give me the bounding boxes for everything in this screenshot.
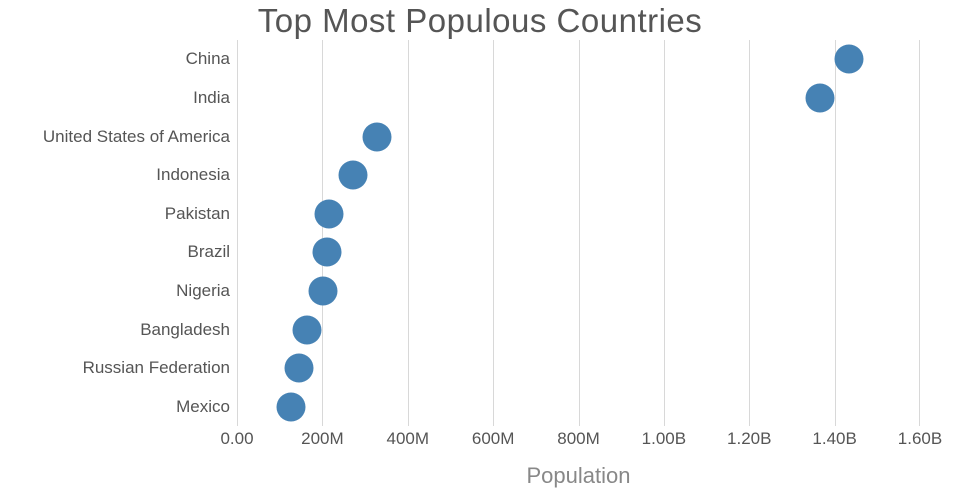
chart-title: Top Most Populous Countries <box>257 2 703 39</box>
x-axis-tick-label: 400M <box>386 429 430 448</box>
gridline <box>322 40 324 426</box>
y-axis-category-label: China <box>185 49 230 69</box>
data-point <box>292 315 322 344</box>
gridline <box>834 40 836 426</box>
y-axis-category-label: United States of America <box>42 126 230 146</box>
y-axis-category-label: Nigeria <box>176 280 230 300</box>
data-point <box>805 83 835 113</box>
data-point <box>834 44 864 74</box>
x-axis-tick-label: 800M <box>557 429 600 448</box>
data-point <box>362 122 392 151</box>
data-point <box>338 160 368 190</box>
gridline <box>578 40 580 426</box>
x-axis-tick-label: 1.40B <box>812 429 857 448</box>
plot-area <box>237 40 920 426</box>
gridline <box>663 40 665 426</box>
y-axis-category-label: Bangladesh <box>140 319 230 339</box>
data-point <box>276 392 306 422</box>
data-point <box>314 199 344 229</box>
data-point <box>284 353 314 383</box>
x-axis-tick-label: 200M <box>301 429 344 448</box>
data-point <box>308 276 338 306</box>
y-axis-category-label: India <box>193 87 230 107</box>
y-axis-category-label: Pakistan <box>164 203 230 223</box>
x-axis-tick-label: 1.20B <box>727 429 772 448</box>
x-axis-tick-label: 0.00 <box>220 429 254 448</box>
x-axis-tick-label: 600M <box>471 429 515 448</box>
gridline <box>407 40 409 426</box>
gridline <box>749 40 751 426</box>
x-axis: 0.00 200M 400M 600M 800M 1.00B 1.20B 1.40B 1.60B <box>220 429 942 451</box>
y-axis-category-label: Brazil <box>187 242 230 262</box>
gridline <box>919 40 920 426</box>
y-axis-category-label: Mexico <box>176 396 230 416</box>
x-axis-tick-label: 1.00B <box>641 429 687 448</box>
gridline <box>237 40 238 426</box>
x-axis-title: Population <box>526 463 631 488</box>
y-axis: China India United States of America Indone… <box>0 40 230 426</box>
gridline <box>493 40 495 426</box>
y-axis-category-label: Indonesia <box>156 165 230 185</box>
data-point <box>312 237 342 267</box>
y-axis-category-label: Russian Federation <box>82 358 230 378</box>
x-axis-tick-label: 1.60B <box>897 429 943 448</box>
